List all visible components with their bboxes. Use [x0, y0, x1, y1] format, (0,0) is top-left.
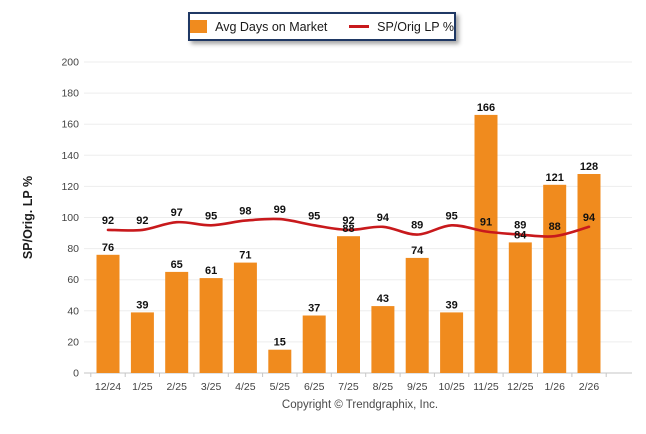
bar-6/25	[302, 315, 326, 373]
svg-text:40: 40	[67, 305, 79, 317]
svg-text:120: 120	[61, 181, 79, 193]
svg-text:95: 95	[205, 210, 217, 222]
svg-text:89: 89	[514, 220, 526, 232]
svg-text:6/25: 6/25	[304, 381, 325, 393]
svg-text:84: 84	[514, 229, 527, 241]
svg-text:11/25: 11/25	[473, 381, 499, 393]
bar-11/25	[474, 114, 498, 374]
svg-text:37: 37	[308, 303, 320, 315]
x-axis-ticks	[90, 373, 607, 377]
svg-text:15: 15	[274, 337, 286, 349]
svg-text:39: 39	[445, 299, 457, 311]
line-legend-swatch	[349, 25, 370, 28]
bar-1/25	[130, 312, 154, 373]
bar-5/25	[268, 349, 292, 373]
svg-text:5/25: 5/25	[270, 381, 291, 393]
svg-text:121: 121	[546, 172, 564, 184]
svg-text:8/25: 8/25	[373, 381, 394, 393]
svg-text:200: 200	[61, 57, 79, 69]
bar-series	[96, 114, 601, 374]
bar-legend-swatch	[190, 20, 208, 33]
bar-8/25	[371, 306, 395, 373]
svg-text:92: 92	[136, 215, 148, 227]
svg-text:88: 88	[342, 223, 354, 235]
svg-text:98: 98	[239, 206, 251, 218]
svg-text:2/26: 2/26	[579, 381, 600, 393]
bar-legend-label: Avg Days on Market	[215, 19, 328, 34]
svg-text:94: 94	[583, 212, 596, 224]
svg-text:80: 80	[67, 243, 79, 255]
bar-1/26	[543, 184, 567, 373]
bar-4/25	[233, 262, 257, 373]
svg-text:65: 65	[171, 259, 183, 271]
bar-data-labels: 76 39 65 61 71 15 37 88 43 74 39 166 84 121 128	[102, 102, 598, 349]
svg-text:1/25: 1/25	[132, 381, 153, 393]
bar-7/25	[337, 236, 360, 373]
svg-text:71: 71	[239, 250, 251, 262]
y-axis-tick-labels: 0 20 40 60 80 100 120 140 160 180 200	[61, 57, 79, 380]
y-axis-title: SP/Orig. LP %	[21, 176, 35, 259]
bar-12/25	[508, 242, 532, 373]
sp-orig-lp-line	[106, 217, 591, 238]
svg-text:3/25: 3/25	[201, 381, 222, 393]
svg-text:60: 60	[67, 274, 79, 286]
svg-text:12/24: 12/24	[95, 381, 121, 393]
svg-text:100: 100	[61, 212, 79, 224]
svg-text:39: 39	[136, 299, 148, 311]
svg-text:91: 91	[480, 217, 492, 229]
svg-text:94: 94	[377, 212, 390, 224]
line-legend-label: SP/Orig LP %	[377, 19, 454, 34]
svg-text:7/25: 7/25	[338, 381, 359, 393]
svg-text:128: 128	[580, 161, 598, 173]
svg-text:43: 43	[377, 293, 389, 305]
svg-text:20: 20	[67, 336, 79, 348]
bar-2/26	[577, 174, 601, 373]
svg-text:61: 61	[205, 265, 217, 277]
bar-2/25	[165, 271, 189, 373]
svg-text:0: 0	[73, 368, 79, 380]
svg-text:166: 166	[477, 102, 495, 114]
copyright-text: Copyright © Trendgraphix, Inc.	[281, 399, 439, 411]
svg-text:99: 99	[274, 204, 286, 216]
svg-text:92: 92	[102, 215, 114, 227]
bar-12/24	[96, 254, 120, 373]
svg-text:9/25: 9/25	[407, 381, 428, 393]
x-axis-labels: 12/24 1/25 2/25 3/25 4/25 5/25 6/25 7/25 8/25 9/2…	[95, 381, 600, 393]
line-data-labels: 92 92 97 95 98 99 95 92 94 89 95 91 89 88 94	[102, 204, 596, 233]
svg-text:180: 180	[61, 88, 79, 100]
svg-text:92: 92	[342, 215, 354, 227]
svg-text:160: 160	[61, 119, 79, 131]
svg-text:74: 74	[411, 245, 424, 257]
bar-3/25	[199, 278, 223, 373]
svg-text:140: 140	[61, 150, 79, 162]
svg-text:95: 95	[445, 210, 457, 222]
svg-text:4/25: 4/25	[235, 381, 256, 393]
svg-text:1/26: 1/26	[544, 381, 565, 393]
svg-text:89: 89	[411, 220, 423, 232]
svg-text:12/25: 12/25	[507, 381, 533, 393]
legend: Avg Days on Market SP/Orig LP %	[188, 12, 456, 41]
svg-text:10/25: 10/25	[438, 381, 464, 393]
svg-text:88: 88	[549, 221, 561, 233]
svg-text:97: 97	[171, 207, 183, 219]
svg-text:76: 76	[102, 242, 114, 254]
svg-text:2/25: 2/25	[166, 381, 187, 393]
bar-10/25	[440, 312, 464, 373]
svg-text:95: 95	[308, 210, 320, 222]
bar-9/25	[405, 257, 429, 373]
